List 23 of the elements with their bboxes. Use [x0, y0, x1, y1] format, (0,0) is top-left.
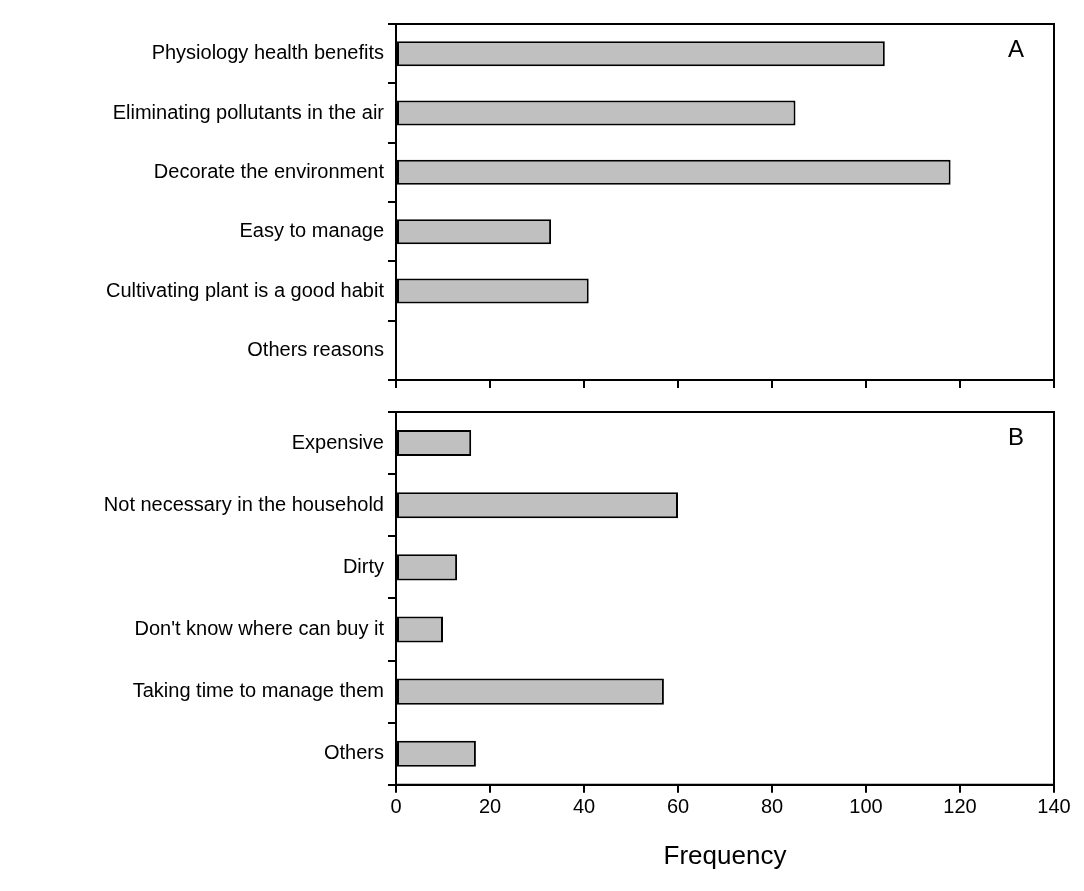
- y-tick-label: Physiology health benefits: [151, 41, 384, 64]
- y-tick-label: Easy to manage: [239, 219, 384, 242]
- y-tick-label: Cultivating plant is a good habit: [106, 278, 385, 301]
- x-tick-label: 120: [943, 795, 977, 818]
- y-tick-label: Others reasons: [247, 337, 384, 360]
- y-tick-label: Others: [323, 741, 384, 764]
- annotation: B: [1007, 422, 1024, 450]
- y-tick-label: Taking time to manage them: [132, 679, 384, 702]
- y-tick-label: Don't know where can buy it: [134, 616, 385, 639]
- x-tick-label: 0: [390, 795, 402, 818]
- y-tick-label: Decorate the environment: [153, 159, 385, 182]
- y-tick-label: Expensive: [291, 430, 384, 453]
- y-tick-label: Not necessary in the household: [103, 492, 384, 515]
- x-tick-label: 20: [478, 795, 502, 818]
- x-tick-label: 100: [849, 795, 883, 818]
- y-tick-label: Eliminating pollutants in the air: [112, 100, 385, 123]
- annotation: A: [1007, 34, 1024, 62]
- x-axis-title: Frequency: [663, 839, 787, 870]
- x-tick-label: 40: [572, 795, 596, 818]
- x-tick-label: 80: [760, 795, 784, 818]
- x-tick-label: 140: [1037, 795, 1071, 818]
- x-tick-label: 60: [666, 795, 690, 818]
- y-tick-label: Dirty: [342, 554, 384, 577]
